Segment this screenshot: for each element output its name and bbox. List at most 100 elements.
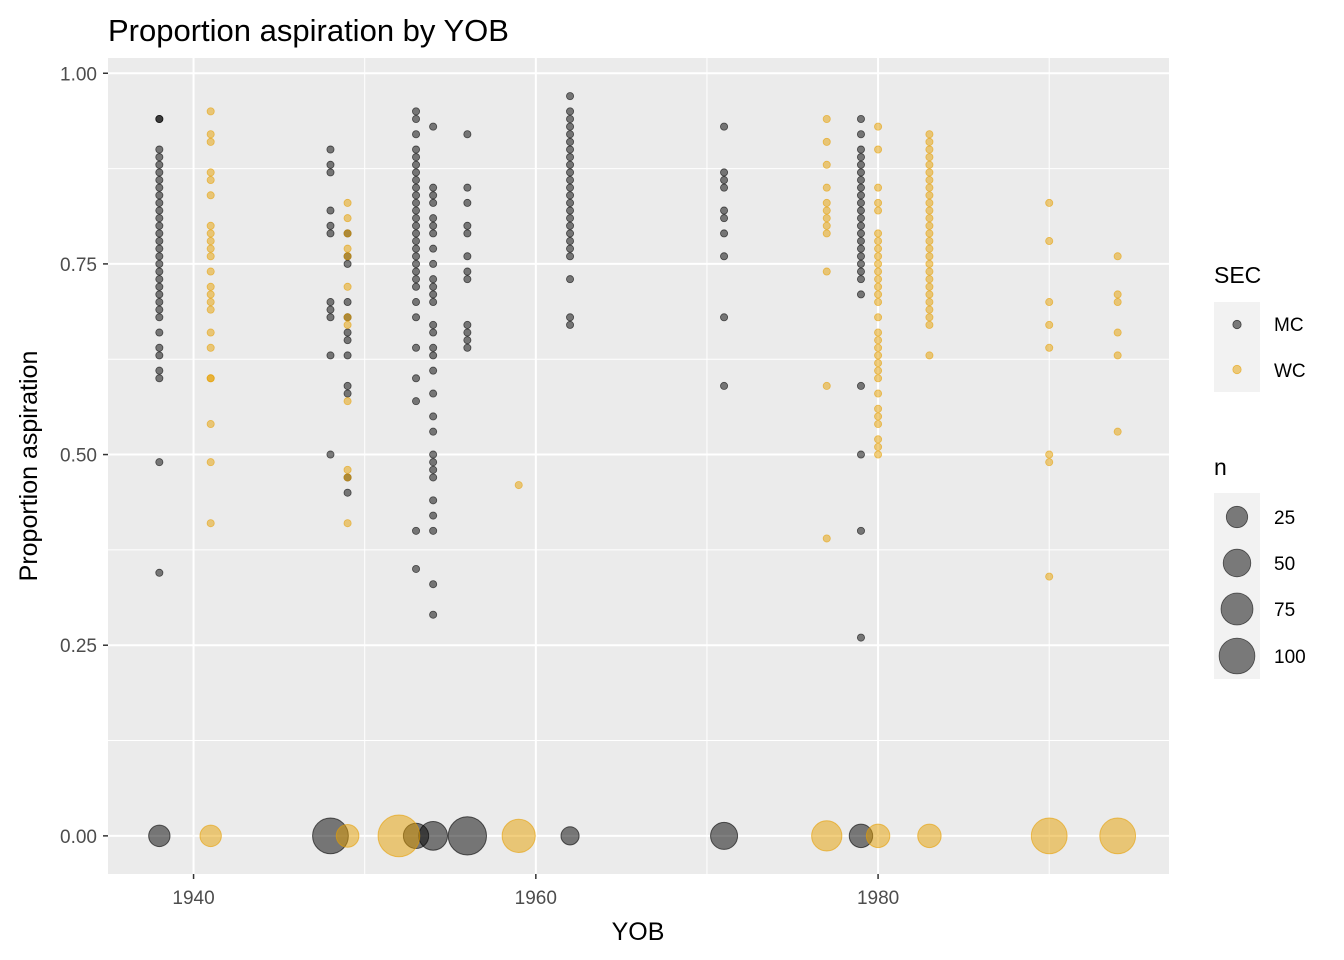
point-mc	[155, 351, 164, 360]
point-mc	[155, 458, 164, 467]
legend-sec-title: SEC	[1214, 262, 1261, 288]
point-mc	[429, 290, 438, 299]
point-mc	[412, 252, 421, 261]
point-wc	[822, 381, 831, 390]
point-wc	[206, 176, 215, 185]
legend-key-mc	[1232, 319, 1242, 330]
point-mc	[429, 473, 438, 482]
point-wc	[925, 290, 934, 299]
point-mc	[566, 115, 575, 124]
point-mc	[429, 298, 438, 307]
point-mc	[155, 153, 164, 162]
point-mc	[429, 191, 438, 200]
point-mc	[429, 610, 438, 619]
zero-point-wc	[811, 820, 843, 852]
point-mc	[856, 633, 865, 642]
point-wc	[874, 374, 883, 383]
point-mc	[429, 320, 438, 329]
point-wc	[874, 290, 883, 299]
point-wc	[874, 336, 883, 345]
point-wc	[206, 191, 215, 200]
point-wc	[822, 267, 831, 276]
grid-major	[108, 58, 1169, 874]
point-mc	[566, 160, 575, 169]
point-mc	[155, 221, 164, 230]
point-mc	[412, 168, 421, 177]
point-mc	[856, 206, 865, 215]
grid-minor	[108, 58, 1169, 874]
point-wc	[925, 267, 934, 276]
point-wc	[822, 198, 831, 207]
zero-point-wc	[865, 823, 891, 849]
point-mc	[429, 351, 438, 360]
y-tick-label: 0.50	[60, 446, 97, 467]
point-mc	[326, 145, 335, 154]
point-mc	[412, 153, 421, 162]
point-mc	[429, 214, 438, 223]
point-wc	[1113, 427, 1122, 436]
point-mc	[720, 313, 729, 322]
point-mc	[566, 183, 575, 192]
point-wc	[925, 183, 934, 192]
point-mc	[326, 313, 335, 322]
point-mc	[720, 252, 729, 261]
point-mc	[412, 237, 421, 246]
point-mc	[326, 351, 335, 360]
legend-n-label-50: 50	[1274, 554, 1295, 575]
point-mc	[720, 214, 729, 223]
point-mc	[720, 168, 729, 177]
point-mc	[412, 374, 421, 383]
point-mc	[412, 183, 421, 192]
y-tick-label: 1.00	[60, 64, 97, 85]
point-mc	[429, 412, 438, 421]
point-wc	[925, 305, 934, 314]
point-mc	[412, 275, 421, 284]
zero-point-wc	[199, 824, 222, 848]
point-mc	[343, 298, 352, 307]
point-mc	[412, 282, 421, 291]
point-mc	[343, 488, 352, 497]
point-mc	[566, 214, 575, 223]
point-mc	[155, 282, 164, 291]
zero-point-wc	[1030, 817, 1068, 855]
point-wc	[206, 290, 215, 299]
point-wc	[206, 244, 215, 253]
point-mc	[856, 450, 865, 459]
point-mc	[155, 214, 164, 223]
point-wc	[343, 397, 352, 406]
point-mc	[856, 244, 865, 253]
zero-point-wc	[1099, 817, 1137, 855]
point-mc	[412, 191, 421, 200]
point-mc	[856, 176, 865, 185]
point-mc	[326, 305, 335, 314]
legend-label-mc: MC	[1274, 315, 1304, 336]
point-wc	[874, 351, 883, 360]
point-wc	[206, 130, 215, 139]
point-mc	[566, 168, 575, 177]
point-mc	[566, 206, 575, 215]
point-wc	[206, 458, 215, 467]
point-mc	[856, 252, 865, 261]
point-mc	[155, 366, 164, 375]
point-mc	[856, 145, 865, 154]
point-wc	[206, 343, 215, 352]
point-wc	[822, 206, 831, 215]
y-tick-label: 0.75	[60, 255, 97, 276]
point-mc	[155, 305, 164, 314]
point-mc	[566, 107, 575, 116]
point-mc	[856, 259, 865, 268]
point-mc	[155, 298, 164, 307]
point-wc	[514, 481, 523, 490]
point-mc	[155, 244, 164, 253]
point-mc	[326, 168, 335, 177]
zero-points-layer	[148, 814, 1137, 858]
zero-point-mc	[447, 816, 488, 856]
point-wc	[206, 168, 215, 177]
point-wc	[874, 420, 883, 429]
point-mc	[566, 198, 575, 207]
point-mc	[463, 320, 472, 329]
point-mc	[155, 176, 164, 185]
point-wc	[874, 412, 883, 421]
point-wc	[874, 366, 883, 375]
